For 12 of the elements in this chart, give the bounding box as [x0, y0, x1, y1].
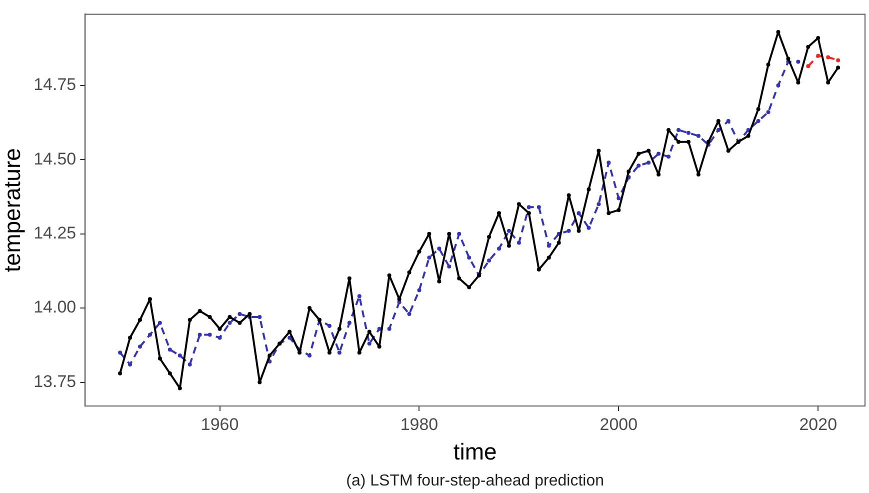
- y-tick-label: 14.50: [34, 149, 76, 168]
- y-tick-label: 14.00: [34, 298, 76, 317]
- y-tick-label: 13.75: [34, 372, 76, 391]
- x-tick-label: 1980: [400, 414, 438, 434]
- x-tick-label: 2020: [799, 414, 838, 434]
- x-axis-title: time: [453, 438, 497, 465]
- y-tick-label: 14.25: [34, 224, 76, 243]
- x-tick-label: 2000: [600, 414, 638, 434]
- text: (a) LSTM four-step-ahead prediction: [346, 472, 604, 490]
- y-axis-title: temperature: [0, 148, 26, 272]
- y-tick-label: 14.75: [34, 75, 76, 94]
- x-tick-label: 1960: [200, 414, 239, 434]
